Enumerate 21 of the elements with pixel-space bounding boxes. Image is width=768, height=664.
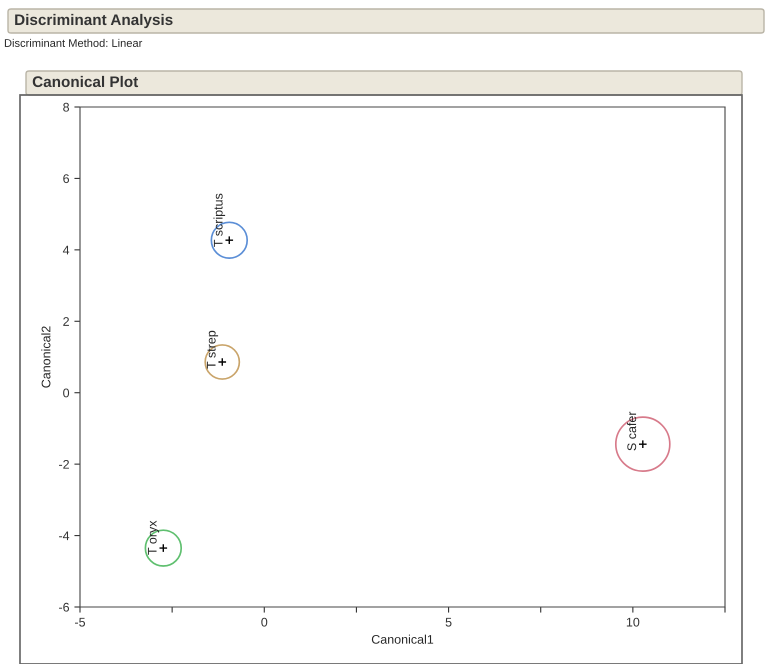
x-tick-label: 0 xyxy=(261,618,268,627)
y-tick-label: 2 xyxy=(63,317,69,326)
text: Canonical Plot xyxy=(32,76,138,88)
x-tick-label: -5 xyxy=(75,618,86,627)
text: T scriptus xyxy=(213,194,226,247)
x-tick-label: 5 xyxy=(446,618,452,627)
y-tick-label: 4 xyxy=(62,246,70,254)
y-axis-title: Canonical2 xyxy=(41,326,50,388)
y-tick-label: 0 xyxy=(63,388,70,398)
text: T strep xyxy=(206,330,218,369)
y-tick-label: -6 xyxy=(59,602,70,612)
y-tick-label: -4 xyxy=(59,532,70,540)
x-axis-title: Canonical1 xyxy=(372,634,434,644)
y-tick-label: 6 xyxy=(63,174,70,184)
text: T oryx xyxy=(148,520,160,555)
x-tick-label: 10 xyxy=(626,618,640,627)
y-tick-label: 8 xyxy=(63,102,70,112)
chart-title: Discriminant Analysis xyxy=(15,14,173,28)
text: S cafer xyxy=(627,412,636,451)
chart-subtitle: Discriminant Method: Linear xyxy=(4,38,142,47)
y-tick-label: -2 xyxy=(59,460,69,469)
